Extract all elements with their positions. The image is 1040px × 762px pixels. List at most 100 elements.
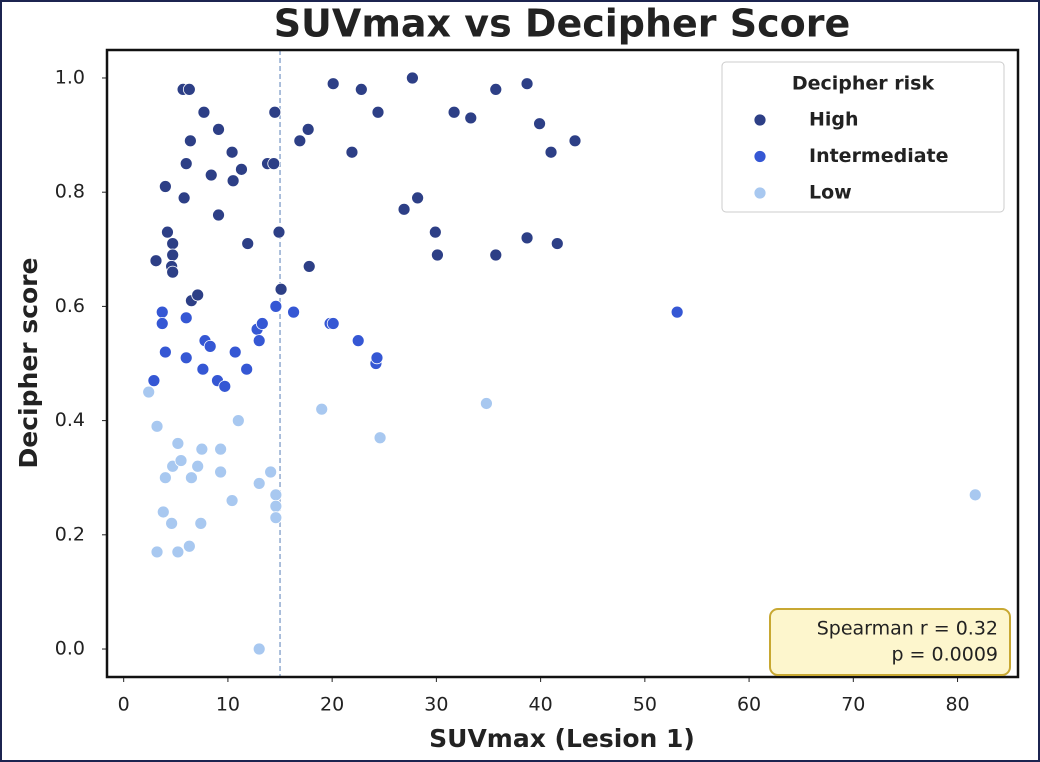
point (326, 77, 340, 91)
point (182, 83, 196, 96)
point (315, 402, 329, 416)
point (197, 105, 211, 119)
point (179, 311, 193, 325)
y-axis-label: Decipher score (14, 258, 43, 469)
point (326, 317, 340, 330)
point (345, 145, 359, 159)
annotation: p = 0.0009 (891, 644, 998, 666)
x-tick-label: 50 (633, 694, 657, 716)
point (179, 351, 193, 365)
point (520, 77, 534, 91)
point (370, 351, 384, 365)
x-axis-label: SUVmax (Lesion 1) (429, 724, 695, 753)
plot-border (105, 48, 1020, 679)
point (195, 442, 209, 456)
point (182, 539, 196, 553)
x-tick-label: 70 (841, 694, 865, 716)
point (228, 345, 242, 359)
x-tick-label: 80 (945, 694, 969, 716)
point (165, 516, 179, 530)
chart-title: SUVmax vs Decipher Score (274, 2, 851, 46)
legend-label: Low (809, 182, 852, 204)
point (520, 231, 534, 245)
point (489, 248, 503, 262)
point (177, 191, 191, 205)
point (670, 305, 684, 319)
point (155, 305, 169, 319)
point (166, 265, 180, 279)
point (147, 374, 161, 388)
point (158, 180, 172, 193)
point (264, 465, 278, 479)
x-tick-label: 40 (529, 694, 553, 716)
point (174, 454, 188, 467)
point (272, 225, 286, 239)
x-tick-label: 20 (320, 694, 344, 716)
point (371, 105, 385, 119)
point (252, 334, 266, 348)
y-tick-label: 1.0 (55, 66, 85, 88)
annotation: Spearman r = 0.32 (817, 618, 998, 640)
point (235, 162, 248, 176)
legend-box (721, 61, 1005, 213)
x-tick-label: 30 (424, 694, 448, 716)
point (489, 83, 503, 96)
point (196, 362, 210, 376)
point (241, 237, 255, 250)
point (252, 477, 266, 490)
point (269, 511, 283, 525)
point (287, 305, 300, 319)
point (158, 345, 172, 359)
point (194, 516, 208, 530)
point (142, 385, 156, 399)
y-tick-label: 0.8 (55, 181, 85, 203)
point (302, 260, 316, 273)
point (269, 299, 283, 313)
x-tick-label: 60 (737, 694, 761, 716)
point (179, 157, 193, 171)
legend-marker (753, 113, 767, 127)
legend-marker (753, 186, 767, 200)
point (171, 545, 185, 559)
x-tick-label: 10 (216, 694, 240, 716)
point (411, 191, 425, 205)
legend-label: High (809, 109, 859, 131)
y-tick-label: 0.0 (55, 638, 85, 660)
point (373, 431, 387, 445)
legend-marker (753, 150, 767, 163)
point (968, 488, 982, 502)
point (397, 202, 411, 216)
point (544, 145, 558, 159)
point (431, 248, 444, 262)
point (301, 122, 315, 136)
point (351, 334, 365, 348)
point (185, 471, 198, 485)
point (171, 437, 185, 450)
point (166, 237, 180, 250)
y-tick-label: 0.2 (55, 523, 85, 545)
point (533, 117, 546, 131)
point (150, 419, 164, 433)
point (191, 459, 205, 473)
point (156, 505, 170, 519)
point (150, 545, 164, 559)
point (212, 208, 225, 222)
point (464, 111, 478, 125)
y-tick-label: 0.4 (55, 409, 85, 431)
annotation-box (769, 608, 1011, 676)
point (149, 254, 163, 268)
point (354, 83, 368, 96)
y-tick-label: 0.6 (55, 295, 85, 317)
point (428, 225, 442, 239)
point (447, 105, 461, 119)
legend-title: Decipher risk (792, 73, 935, 95)
point (203, 339, 217, 353)
point (268, 105, 282, 119)
point (204, 168, 218, 182)
point (274, 282, 288, 296)
point (225, 145, 239, 159)
point (267, 157, 281, 171)
point (214, 465, 228, 479)
point (550, 237, 564, 250)
